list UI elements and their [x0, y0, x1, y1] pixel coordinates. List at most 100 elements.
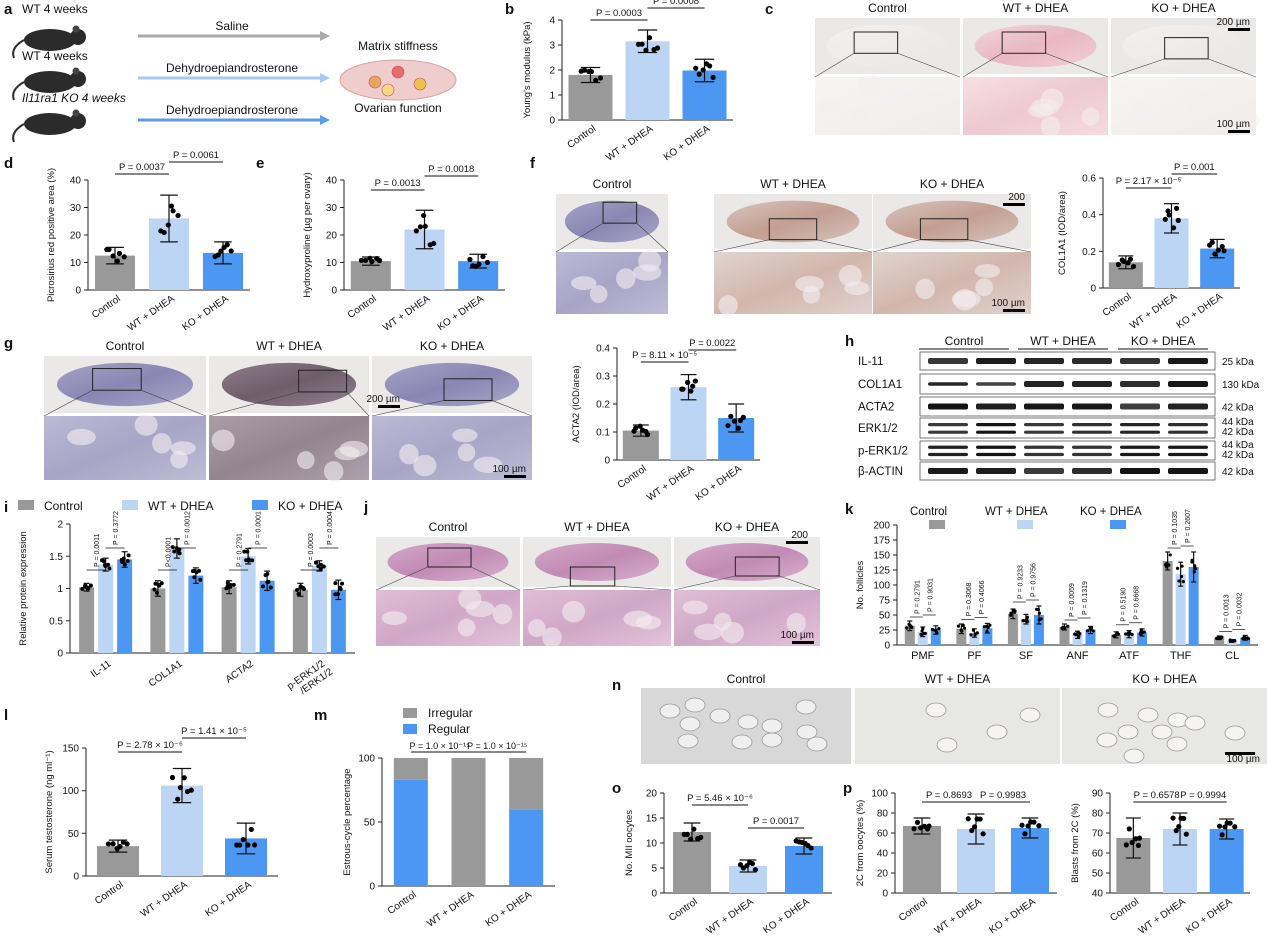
- tissue-detail: [849, 107, 868, 126]
- data-point: [698, 834, 704, 840]
- p-value-label: P = 0.1319: [1082, 581, 1089, 615]
- tissue-detail: [296, 451, 315, 470]
- blot-band: [1120, 381, 1160, 387]
- column-title: Control: [727, 672, 766, 686]
- y-tick-label: 80: [877, 809, 889, 820]
- data-point: [240, 836, 246, 843]
- zoom-image: [372, 416, 532, 480]
- tissue-detail: [1040, 116, 1061, 137]
- data-point: [175, 212, 181, 219]
- y-tick-label: 10: [70, 258, 82, 269]
- data-point: [1036, 607, 1040, 612]
- data-point: [1193, 564, 1197, 568]
- data-point: [1217, 635, 1221, 640]
- data-point: [1175, 217, 1181, 223]
- data-point: [105, 841, 111, 847]
- blot-band: [1168, 445, 1208, 449]
- y-axis-label: COL1A1 (IOD/area): [1057, 191, 1068, 275]
- tissue-detail: [542, 627, 562, 648]
- y-tick-label: 0: [369, 882, 375, 893]
- data-point: [1180, 564, 1184, 568]
- blot-band: [928, 403, 968, 410]
- data-point: [198, 577, 203, 582]
- data-point: [1190, 558, 1194, 562]
- oocyte: [1097, 702, 1119, 718]
- protein-label: p-ERK1/2: [858, 446, 908, 458]
- blot-band: [928, 358, 968, 364]
- data-point: [107, 566, 112, 571]
- data-point: [643, 47, 649, 53]
- chart-e: 0 10 20 30 40 Hydroxyproline (µg per ovary) Co…: [302, 164, 505, 334]
- y-tick-label: 50: [68, 829, 80, 840]
- data-point: [152, 587, 157, 592]
- bar-Control: [1007, 613, 1018, 645]
- data-point: [422, 223, 428, 229]
- tissue-detail: [399, 443, 419, 465]
- data-point: [1063, 626, 1067, 630]
- micrograph-panel-g: Control WT + DHEA KO + DHEA 200 µm 100 µm: [43, 339, 533, 482]
- zoom-box: [298, 369, 348, 393]
- data-point: [121, 254, 127, 260]
- data-point: [122, 562, 127, 567]
- data-point: [1219, 832, 1225, 838]
- data-point: [1013, 610, 1017, 614]
- zoom-line: [371, 400, 445, 417]
- data-point: [1216, 823, 1223, 829]
- blot-band: [1072, 381, 1112, 387]
- zoom-line: [814, 53, 855, 78]
- blot-band: [976, 452, 1016, 457]
- oocyte-image: [855, 688, 1060, 764]
- data-point: [1031, 819, 1037, 825]
- tissue-detail: [457, 443, 476, 462]
- legend-label: Control: [910, 506, 947, 518]
- y-tick-label: 40: [877, 849, 889, 860]
- data-point: [165, 222, 171, 228]
- tissue-detail: [528, 619, 546, 638]
- chart-b: 0 1 2 3 4 Young's modulus (kPa) Control WT + DH…: [522, 0, 733, 164]
- data-point: [700, 67, 706, 73]
- data-point: [101, 558, 106, 563]
- kda-label: 42 kDa: [1222, 403, 1254, 414]
- blot-band: [1024, 430, 1064, 434]
- zoom-line: [967, 239, 1032, 253]
- tissue-detail: [1201, 110, 1225, 133]
- blot-band: [976, 423, 1016, 427]
- panel-label-j: j: [363, 499, 368, 516]
- tissue-detail: [571, 276, 597, 291]
- blot-band: [1024, 445, 1064, 449]
- blot-strip: [919, 461, 1216, 481]
- column-title: KO + DHEA: [920, 177, 984, 191]
- p-value-label: P = 0.0011: [94, 533, 101, 567]
- zoom-box: [602, 201, 638, 224]
- data-point: [639, 41, 645, 47]
- data-point: [314, 560, 319, 565]
- p-value-label: P = 2.17 × 10⁻⁵: [1116, 176, 1182, 187]
- blot-band: [1072, 445, 1112, 449]
- data-point: [124, 841, 130, 847]
- mouse-head: [70, 29, 86, 45]
- chart-k: 0 25 50 75 100 125 150 175 200 No. follicles PMF P …: [855, 506, 1258, 662]
- blot-group-title: Control: [945, 334, 984, 348]
- zoom-line: [555, 222, 604, 253]
- bar-KO + DHEA: [930, 630, 941, 645]
- tissue-detail: [857, 75, 881, 97]
- p-value-label: P = 0.2791: [914, 580, 921, 614]
- y-tick-label: 150: [873, 551, 890, 562]
- data-point: [1181, 580, 1185, 584]
- data-point: [1019, 822, 1025, 828]
- y-tick-label: 0: [331, 286, 337, 297]
- protein-label: ACTA2: [858, 402, 894, 414]
- kda-label: 130 kDa: [1222, 380, 1260, 391]
- y-tick-label: 0.6: [1082, 174, 1096, 185]
- panel-label-k: k: [845, 501, 854, 518]
- data-point: [1039, 617, 1043, 621]
- mouse-icon: [12, 109, 86, 143]
- chart-d: 0 10 20 30 40 Picrosirius red positive area (…: [46, 150, 250, 334]
- y-axis-label: Picrosirius red positive area (%): [46, 168, 57, 302]
- scale-bar-label: 100 µm: [1226, 754, 1260, 765]
- follicle: [413, 77, 427, 91]
- y-tick-label: 20: [646, 789, 658, 800]
- blot-band: [1120, 468, 1160, 474]
- p-value-label: P = 0.4066: [979, 580, 986, 614]
- data-point: [692, 378, 698, 384]
